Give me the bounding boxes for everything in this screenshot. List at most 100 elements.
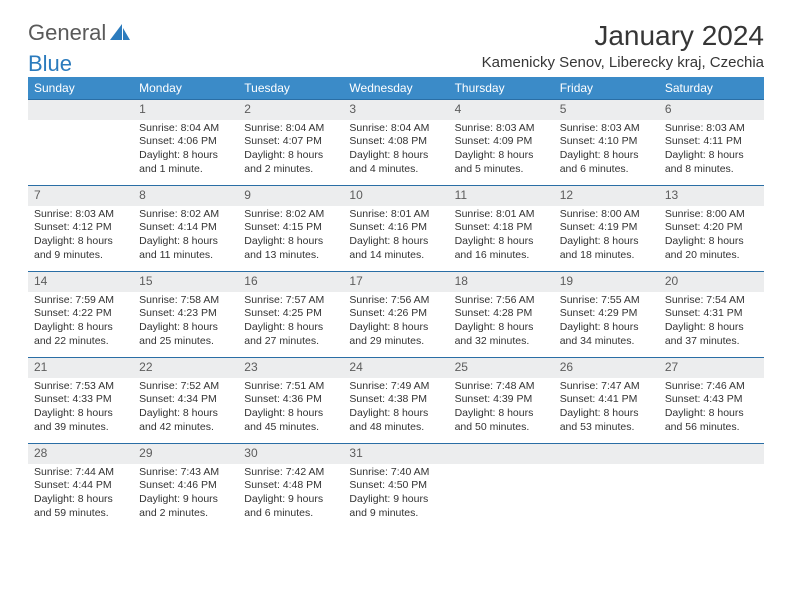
day-content: Sunrise: 8:04 AMSunset: 4:08 PMDaylight:… — [343, 120, 448, 181]
calendar-cell: 29Sunrise: 7:43 AMSunset: 4:46 PMDayligh… — [133, 443, 238, 529]
day-line: Sunrise: 7:43 AM — [139, 466, 232, 480]
day-line: Sunset: 4:14 PM — [139, 221, 232, 235]
day-line: Sunrise: 8:02 AM — [139, 208, 232, 222]
day-line: Sunset: 4:12 PM — [34, 221, 127, 235]
day-line: Sunrise: 7:57 AM — [244, 294, 337, 308]
day-line: Sunrise: 7:59 AM — [34, 294, 127, 308]
day-content: Sunrise: 7:47 AMSunset: 4:41 PMDaylight:… — [554, 378, 659, 439]
calendar-cell: 12Sunrise: 8:00 AMSunset: 4:19 PMDayligh… — [554, 185, 659, 271]
calendar-cell — [28, 99, 133, 185]
day-line: Daylight: 8 hours and 34 minutes. — [560, 321, 653, 348]
day-number: 26 — [554, 357, 659, 378]
day-line: Daylight: 8 hours and 22 minutes. — [34, 321, 127, 348]
day-line: Sunset: 4:15 PM — [244, 221, 337, 235]
day-content: Sunrise: 7:56 AMSunset: 4:26 PMDaylight:… — [343, 292, 448, 353]
day-number: 18 — [449, 271, 554, 292]
page-title: January 2024 — [594, 20, 764, 52]
day-line: Sunset: 4:28 PM — [455, 307, 548, 321]
day-number: 5 — [554, 99, 659, 120]
calendar-cell: 18Sunrise: 7:56 AMSunset: 4:28 PMDayligh… — [449, 271, 554, 357]
day-line: Sunrise: 8:01 AM — [349, 208, 442, 222]
day-line: Sunrise: 7:54 AM — [665, 294, 758, 308]
day-line: Sunset: 4:25 PM — [244, 307, 337, 321]
day-line: Sunset: 4:26 PM — [349, 307, 442, 321]
day-line: Sunset: 4:06 PM — [139, 135, 232, 149]
calendar-cell: 13Sunrise: 8:00 AMSunset: 4:20 PMDayligh… — [659, 185, 764, 271]
day-line: Sunset: 4:16 PM — [349, 221, 442, 235]
day-content: Sunrise: 8:02 AMSunset: 4:14 PMDaylight:… — [133, 206, 238, 267]
day-number: 3 — [343, 99, 448, 120]
day-line: Sunset: 4:19 PM — [560, 221, 653, 235]
day-line: Daylight: 8 hours and 18 minutes. — [560, 235, 653, 262]
day-number: 14 — [28, 271, 133, 292]
calendar-cell: 31Sunrise: 7:40 AMSunset: 4:50 PMDayligh… — [343, 443, 448, 529]
day-content: Sunrise: 8:01 AMSunset: 4:18 PMDaylight:… — [449, 206, 554, 267]
day-number: 7 — [28, 185, 133, 206]
brand-text-2: Blue — [28, 51, 72, 77]
day-content: Sunrise: 8:04 AMSunset: 4:07 PMDaylight:… — [238, 120, 343, 181]
calendar-cell: 25Sunrise: 7:48 AMSunset: 4:39 PMDayligh… — [449, 357, 554, 443]
day-line: Daylight: 8 hours and 6 minutes. — [560, 149, 653, 176]
day-header-row: SundayMondayTuesdayWednesdayThursdayFrid… — [28, 77, 764, 99]
day-line: Sunrise: 8:03 AM — [34, 208, 127, 222]
day-number: 8 — [133, 185, 238, 206]
day-number: 21 — [28, 357, 133, 378]
day-line: Sunset: 4:20 PM — [665, 221, 758, 235]
calendar-cell: 7Sunrise: 8:03 AMSunset: 4:12 PMDaylight… — [28, 185, 133, 271]
day-line: Sunrise: 7:56 AM — [349, 294, 442, 308]
calendar-cell — [659, 443, 764, 529]
day-line: Daylight: 8 hours and 50 minutes. — [455, 407, 548, 434]
day-content: Sunrise: 7:59 AMSunset: 4:22 PMDaylight:… — [28, 292, 133, 353]
day-line: Sunset: 4:29 PM — [560, 307, 653, 321]
calendar-row: 21Sunrise: 7:53 AMSunset: 4:33 PMDayligh… — [28, 357, 764, 443]
day-content: Sunrise: 7:55 AMSunset: 4:29 PMDaylight:… — [554, 292, 659, 353]
day-content: Sunrise: 7:46 AMSunset: 4:43 PMDaylight:… — [659, 378, 764, 439]
day-number-empty — [28, 99, 133, 120]
day-content: Sunrise: 7:42 AMSunset: 4:48 PMDaylight:… — [238, 464, 343, 525]
day-line: Daylight: 8 hours and 2 minutes. — [244, 149, 337, 176]
calendar-cell: 1Sunrise: 8:04 AMSunset: 4:06 PMDaylight… — [133, 99, 238, 185]
day-number: 13 — [659, 185, 764, 206]
calendar-cell: 20Sunrise: 7:54 AMSunset: 4:31 PMDayligh… — [659, 271, 764, 357]
day-content: Sunrise: 8:00 AMSunset: 4:19 PMDaylight:… — [554, 206, 659, 267]
day-line: Sunset: 4:34 PM — [139, 393, 232, 407]
day-line: Sunrise: 7:56 AM — [455, 294, 548, 308]
sail-icon — [110, 24, 130, 42]
day-content: Sunrise: 8:03 AMSunset: 4:11 PMDaylight:… — [659, 120, 764, 181]
day-line: Sunrise: 7:52 AM — [139, 380, 232, 394]
day-number: 23 — [238, 357, 343, 378]
brand-logo-line2: Blue — [28, 51, 72, 77]
day-line: Sunrise: 7:42 AM — [244, 466, 337, 480]
day-number: 20 — [659, 271, 764, 292]
day-content: Sunrise: 8:04 AMSunset: 4:06 PMDaylight:… — [133, 120, 238, 181]
location-text: Kamenicky Senov, Liberecky kraj, Czechia — [482, 54, 764, 71]
day-line: Daylight: 8 hours and 53 minutes. — [560, 407, 653, 434]
calendar-cell: 27Sunrise: 7:46 AMSunset: 4:43 PMDayligh… — [659, 357, 764, 443]
day-content: Sunrise: 7:43 AMSunset: 4:46 PMDaylight:… — [133, 464, 238, 525]
day-line: Daylight: 8 hours and 8 minutes. — [665, 149, 758, 176]
page: General January 2024 Blue Kamenicky Seno… — [0, 0, 792, 549]
calendar-row: 7 Sunrise: 8:03 AMSunset: 4:12 PM Daylight… — [28, 185, 764, 271]
day-content: Sunrise: 7:57 AMSunset: 4:25 PMDaylight:… — [238, 292, 343, 353]
day-content: Sunrise: 7:54 AMSunset: 4:31 PMDaylight:… — [659, 292, 764, 353]
day-line: Sunrise: 7:48 AM — [455, 380, 548, 394]
day-line: Sunset: 4:38 PM — [349, 393, 442, 407]
calendar-cell: 28Sunrise: 7:44 AMSunset: 4:44 PMDayligh… — [28, 443, 133, 529]
day-line: Sunrise: 8:04 AM — [349, 122, 442, 136]
day-line: Sunrise: 7:47 AM — [560, 380, 653, 394]
day-content: Sunrise: 7:56 AMSunset: 4:28 PMDaylight:… — [449, 292, 554, 353]
calendar-cell: 17Sunrise: 7:56 AMSunset: 4:26 PMDayligh… — [343, 271, 448, 357]
day-line: Sunset: 4:33 PM — [34, 393, 127, 407]
day-content: Sunrise: 7:44 AMSunset: 4:44 PMDaylight:… — [28, 464, 133, 525]
day-number: 29 — [133, 443, 238, 464]
calendar-cell: 23Sunrise: 7:51 AMSunset: 4:36 PMDayligh… — [238, 357, 343, 443]
calendar-cell: 5Sunrise: 8:03 AMSunset: 4:10 PMDaylight… — [554, 99, 659, 185]
day-line: Sunset: 4:43 PM — [665, 393, 758, 407]
day-line: Sunset: 4:36 PM — [244, 393, 337, 407]
day-number: 9 — [238, 185, 343, 206]
day-header: Friday — [554, 77, 659, 99]
calendar-cell — [449, 443, 554, 529]
calendar-head: SundayMondayTuesdayWednesdayThursdayFrid… — [28, 77, 764, 99]
day-line: Sunrise: 8:00 AM — [560, 208, 653, 222]
day-line: Sunset: 4:39 PM — [455, 393, 548, 407]
